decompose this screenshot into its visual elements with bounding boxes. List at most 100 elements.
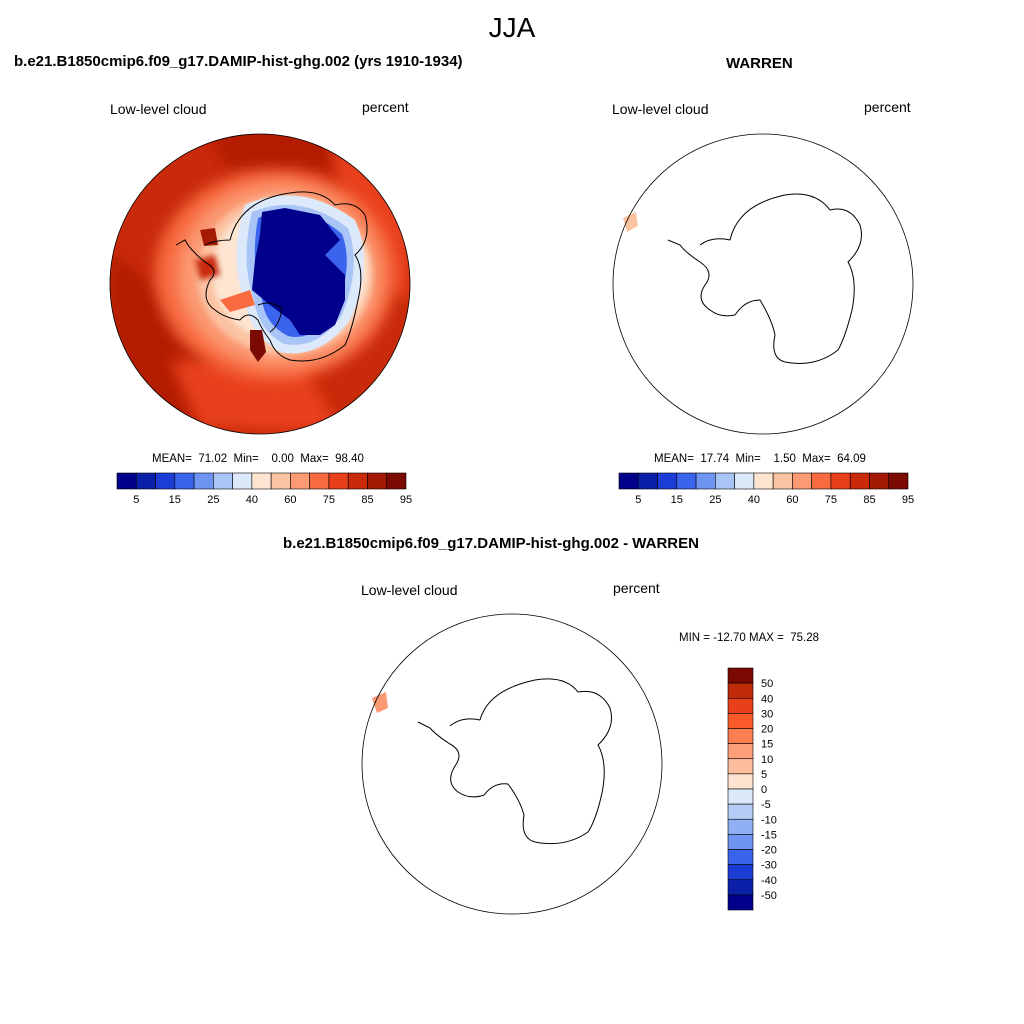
diff-colorbar-box [727,803,754,820]
right-colorbar-tick-label: 40 [748,494,760,506]
diff-colorbar-box [727,682,754,699]
right-colorbar-box [849,472,870,490]
left-colorbar-tick-label: 95 [400,494,412,506]
diff-colorbar-tick-label: 40 [761,693,773,705]
diff-map [361,613,663,915]
right-colorbar: 5 15 25 40 60 75 85 95 [618,472,914,506]
right-colorbar-tick-label: 5 [635,494,641,506]
panel-left-stats: MEAN= 71.02 Min= 0.00 Max= 98.40 [152,453,364,465]
diff-colorbar-box [727,697,754,714]
left-colorbar-tick-label: 40 [246,494,258,506]
diff-colorbar-box [727,849,754,865]
left-map-fill [110,134,410,434]
diff-map-border [361,613,663,915]
panel-diff-variable: Low-level cloud [361,582,458,598]
season-title: JJA [488,12,536,43]
panel-right-variable: Low-level cloud [612,101,709,117]
right-colorbar-box [676,472,697,490]
left-colorbar-box [328,472,349,490]
panel-right-units: percent [864,99,911,115]
diff-colorbar-tick-label: 0 [761,784,767,796]
diff-colorbar-tick-label: 30 [761,708,773,720]
right-colorbar-box [637,472,658,490]
left-map-border [109,133,411,435]
panel-diff-stats: MIN = -12.70 MAX = 75.28 [679,632,819,644]
diff-colorbar-box [727,834,754,850]
left-colorbar-tick-label: 85 [361,494,373,506]
panel-left-units: percent [362,99,409,115]
diff-colorbar-tick-label: -15 [761,829,777,841]
diff-colorbar-tick-label: 20 [761,724,773,736]
right-colorbar-tick-label: 95 [902,494,914,506]
diff-map-coastline [417,678,612,845]
diff-colorbar-box [727,788,754,805]
right-colorbar-tick-label: 85 [863,494,875,506]
left-colorbar-box [347,472,368,490]
diff-colorbar-box [727,894,754,911]
left-colorbar-box [116,472,137,490]
right-colorbar-box [869,472,890,490]
diff-colorbar-tick-label: -5 [761,799,771,811]
diff-colorbar-box [727,667,754,684]
diff-colorbar-tick-label: -10 [761,814,777,826]
diff-colorbar-tick-label: 15 [761,739,773,751]
left-colorbar-tick-label: 75 [323,494,335,506]
left-colorbar-tick-label: 5 [133,494,139,506]
panel-diff-units: percent [613,580,660,596]
left-colorbar-box [174,472,195,490]
panel-right-stats: MEAN= 17.74 Min= 1.50 Max= 64.09 [654,453,866,465]
right-colorbar-box [695,472,716,490]
diff-colorbar-tick-label: -50 [761,890,777,902]
diff-colorbar-tick-label: -20 [761,845,777,857]
right-colorbar-box [888,472,909,490]
left-colorbar-box [135,472,156,490]
diff-colorbar-tick-label: -40 [761,875,777,887]
panel-left-variable: Low-level cloud [110,101,207,117]
right-colorbar-box [715,472,735,490]
left-colorbar-box [213,472,233,490]
right-map [612,133,914,435]
diff-colorbar-tick-label: 5 [761,769,767,781]
diff-colorbar-tick-label: -30 [761,860,777,872]
left-colorbar-box [270,472,291,490]
right-colorbar-box [618,472,639,490]
panel-diff-title: b.e21.B1850cmip6.f09_g17.DAMIP-hist-ghg.… [283,535,699,552]
right-colorbar-box [657,472,678,490]
right-map-border [612,133,914,435]
right-colorbar-box [734,472,755,490]
left-colorbar-box [367,472,388,490]
diff-colorbar-tick-label: 10 [761,754,773,766]
left-colorbar-box [386,472,407,490]
left-colorbar-box [232,472,253,490]
right-colorbar-tick-label: 60 [786,494,798,506]
left-colorbar: 5 15 25 40 60 75 85 95 [116,472,412,506]
right-colorbar-box [753,472,774,490]
left-colorbar-box [193,472,214,490]
right-map-coastline [667,193,862,364]
left-colorbar-tick-label: 25 [207,494,219,506]
right-colorbar-box [792,472,812,490]
left-colorbar-box [290,472,310,490]
right-colorbar-box [811,472,832,490]
diff-colorbar-box [727,773,754,790]
left-colorbar-box [155,472,176,490]
left-colorbar-tick-label: 15 [169,494,181,506]
diff-colorbar-box [727,864,754,881]
diff-colorbar-box [727,758,754,775]
diff-colorbar-box [727,728,754,744]
left-colorbar-tick-label: 60 [284,494,296,506]
left-colorbar-box [251,472,272,490]
right-colorbar-tick-label: 15 [671,494,683,506]
diff-colorbar-box [727,713,754,729]
left-map-coastline [175,191,368,362]
diff-colorbar-tick-label: 50 [761,678,773,690]
diff-colorbar-box [727,818,754,835]
right-colorbar-box [772,472,793,490]
diff-colorbar-box [727,879,754,896]
panel-right-title: WARREN [726,55,793,72]
right-colorbar-box [830,472,851,490]
right-colorbar-tick-label: 75 [825,494,837,506]
left-colorbar-box [309,472,330,490]
